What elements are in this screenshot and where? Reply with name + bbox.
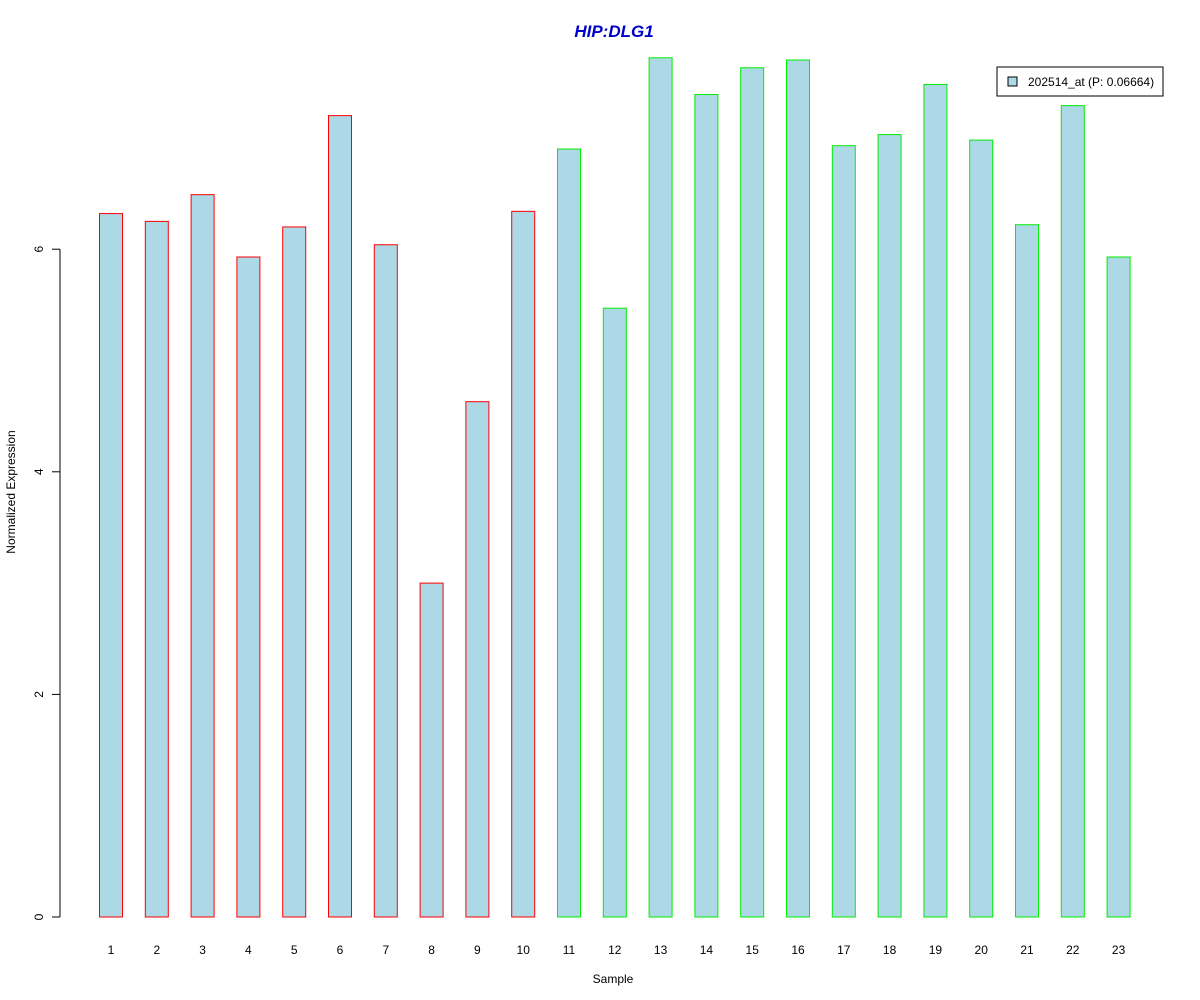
x-tick-label: 8 (428, 943, 435, 957)
bar-sample-4 (236, 256, 261, 918)
x-tick-label: 23 (1112, 943, 1126, 957)
x-tick-label: 13 (654, 943, 668, 957)
bar-sample-23 (1106, 256, 1131, 918)
bar-sample-2 (144, 220, 169, 918)
bar-sample-19 (923, 83, 948, 918)
bar-sample-16 (786, 59, 810, 918)
x-axis-label: Sample (593, 972, 634, 986)
x-tick-label: 22 (1066, 943, 1080, 957)
x-tick-label: 20 (975, 943, 989, 957)
x-tick-label: 9 (474, 943, 481, 957)
y-tick-label: 6 (32, 246, 46, 253)
bar-sample-8 (419, 582, 444, 918)
legend-swatch (1007, 76, 1018, 87)
x-tick-label: 5 (291, 943, 298, 957)
x-tick-label: 16 (791, 943, 805, 957)
bar-sample-6 (328, 115, 352, 918)
legend-label: 202514_at (P: 0.06664) (1028, 75, 1154, 89)
x-tick-label: 7 (382, 943, 389, 957)
bar-sample-3 (190, 194, 215, 918)
x-tick-label: 1 (108, 943, 115, 957)
bar-sample-11 (557, 148, 581, 918)
chart-title: HIP:DLG1 (574, 22, 653, 41)
x-tick-labels: 1 2 3 4 5 6 7 8 9 10 11 12 13 14 15 16 17 18 19 20 21 22 23 (108, 943, 1126, 957)
x-tick-label: 4 (245, 943, 252, 957)
x-tick-label: 14 (700, 943, 714, 957)
x-tick-label: 19 (929, 943, 943, 957)
x-tick-label: 6 (337, 943, 344, 957)
bar-sample-15 (740, 67, 765, 918)
y-tick-label: 0 (32, 913, 46, 920)
y-axis: 0 2 4 6 (32, 246, 61, 920)
y-tick-label: 2 (32, 691, 46, 698)
x-tick-label: 10 (517, 943, 531, 957)
bar-sample-12 (602, 307, 627, 918)
bar-sample-7 (373, 244, 398, 918)
bar-sample-5 (282, 226, 307, 918)
bar-sample-14 (694, 93, 719, 918)
bar-sample-22 (1060, 105, 1085, 918)
legend-box (996, 66, 1164, 97)
bar-sample-18 (877, 134, 902, 918)
x-tick-label: 12 (608, 943, 622, 957)
x-tick-label: 11 (563, 943, 576, 957)
bar-sample-20 (969, 139, 994, 918)
x-tick-label: 2 (153, 943, 160, 957)
bar-sample-21 (1015, 224, 1039, 918)
bar-sample-13 (648, 57, 673, 918)
y-tick-label: 4 (32, 468, 46, 475)
bar-sample-9 (465, 401, 490, 918)
x-tick-label: 18 (883, 943, 897, 957)
bar-sample-17 (831, 145, 856, 918)
y-axis-label: Normalized Expression (4, 430, 18, 553)
x-tick-label: 3 (199, 943, 206, 957)
x-tick-label: 15 (746, 943, 760, 957)
bars-group (99, 57, 1131, 918)
bar-sample-1 (99, 213, 123, 918)
x-tick-label: 21 (1020, 943, 1034, 957)
legend: 202514_at (P: 0.06664) (996, 66, 1164, 97)
bar-sample-10 (511, 210, 536, 918)
x-tick-label: 17 (837, 943, 851, 957)
